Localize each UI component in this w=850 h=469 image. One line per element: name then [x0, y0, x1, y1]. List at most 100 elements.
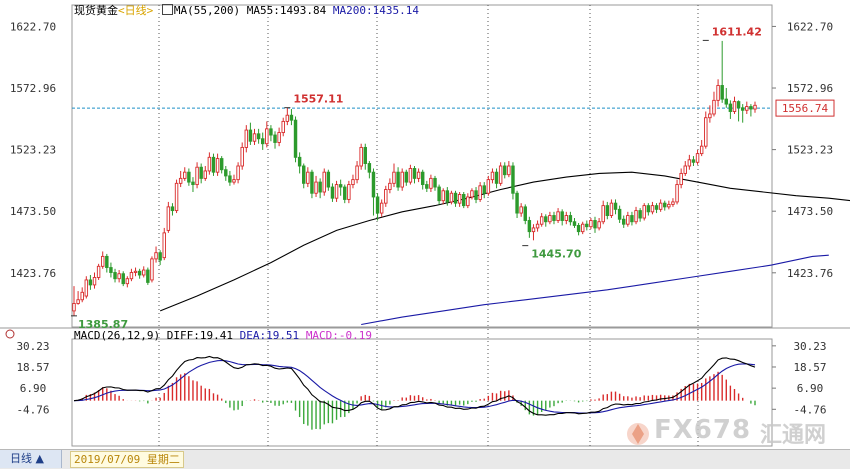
current-price-tag [775, 99, 835, 117]
candle-up [671, 201, 675, 205]
candle-up [704, 117, 708, 147]
candle-up [100, 255, 105, 267]
candle-up [626, 215, 630, 225]
candle-down [646, 205, 651, 213]
candle-down [433, 177, 437, 188]
ma-params: MA(55,200) [173, 4, 241, 17]
candle-down [256, 133, 261, 140]
candle-up [490, 171, 495, 181]
candle-up [498, 165, 503, 184]
price-tick-label-right: 1523.23 [787, 144, 833, 157]
bottom-status-bar [0, 449, 850, 469]
candle-up [244, 129, 249, 148]
candle-up [712, 99, 716, 115]
candle-down [326, 171, 331, 188]
candle-down [343, 186, 347, 200]
candle-down [105, 255, 109, 269]
candle-down [170, 206, 175, 212]
candle-down [552, 215, 556, 221]
candle-up [252, 133, 257, 142]
candle-down [453, 192, 458, 204]
cursor-weekday: 星期二 [146, 453, 180, 466]
candle-up [429, 177, 433, 189]
candle-up [486, 179, 491, 194]
watermark-subtext: 汇通网 [760, 423, 827, 448]
candle-up [76, 299, 80, 304]
price-pane-frame [71, 4, 773, 328]
candle-up [183, 171, 187, 179]
candle-up [84, 279, 89, 297]
candle-down [297, 156, 302, 167]
candle-up [708, 113, 712, 119]
candle-down [88, 279, 93, 286]
candle-down [260, 138, 265, 145]
candle-up [634, 210, 638, 223]
candle-up [72, 303, 76, 312]
candle-down [420, 171, 425, 186]
price-tick-label-left: 1572.96 [10, 82, 56, 95]
macd-dea-value: DEA:19.51 [239, 329, 300, 342]
candle-up [285, 114, 290, 122]
ma55-value: MA55:1493.84 [246, 4, 327, 17]
indicator-settings-icon[interactable] [5, 329, 15, 339]
candle-up [150, 258, 154, 281]
candle-up [117, 273, 121, 280]
candle-down [445, 190, 450, 203]
candle-down [137, 270, 142, 276]
price-header: 现货黄金<日线> MA(55,200) MA55:1493.84 MA200:1… [74, 3, 419, 17]
candle-down [482, 185, 486, 194]
candle-down [158, 252, 162, 261]
candle-up [154, 252, 158, 260]
candle-up [667, 203, 671, 208]
candle-up [355, 165, 359, 181]
candle-down [630, 215, 634, 223]
candle-up [597, 221, 601, 229]
candle-up [388, 182, 392, 190]
candle-down [572, 221, 577, 226]
period-tab[interactable]: 日线 ▲ [0, 450, 62, 468]
candle-up [125, 278, 130, 285]
candle-down [371, 171, 376, 198]
candle-up [564, 215, 569, 221]
candle-down [367, 163, 372, 173]
cursor-date-box: 2019/07/09 星期二 [70, 451, 184, 468]
price-tick-label-left: 1523.23 [10, 144, 56, 157]
candle-down [146, 269, 150, 283]
candle-up [449, 192, 454, 203]
candle-down [593, 220, 597, 229]
macd-tick-label-right: 30.23 [793, 340, 826, 353]
candle-up [716, 85, 720, 101]
candle-up [457, 194, 462, 204]
ma-toggle-icon[interactable] [161, 4, 173, 15]
candle-down [404, 171, 409, 183]
candle-down [224, 169, 228, 177]
candle-up [392, 171, 396, 184]
price-tick-label-left: 1622.70 [10, 20, 56, 33]
price-tick-label-right: 1622.70 [787, 20, 833, 33]
candle-down [248, 129, 253, 142]
candle-up [609, 202, 614, 216]
candle-up [92, 277, 97, 286]
candle-down [740, 107, 745, 111]
candle-down [568, 215, 573, 223]
candle-down [638, 210, 642, 219]
start-low-annotation-label: 1385.87 [78, 318, 128, 331]
candle-down [437, 186, 441, 202]
candle-down [219, 158, 224, 171]
candle-up [96, 265, 101, 278]
macd-tick-label-right: 6.90 [797, 382, 824, 395]
candle-up [347, 184, 351, 200]
candle-down [318, 181, 322, 193]
candle-up [745, 106, 749, 111]
high-annotation-label: 1611.42 [712, 25, 762, 38]
candle-down [560, 211, 564, 221]
candle-down [293, 119, 298, 158]
fx678-watermark: FX678 汇通网 [624, 412, 844, 452]
price-tick-label-right: 1423.76 [787, 267, 833, 280]
candle-up [687, 159, 692, 167]
candle-up [416, 171, 421, 179]
macd-tick-label-left: 6.90 [20, 382, 47, 395]
candle-down [396, 171, 400, 188]
candle-up [658, 202, 663, 210]
